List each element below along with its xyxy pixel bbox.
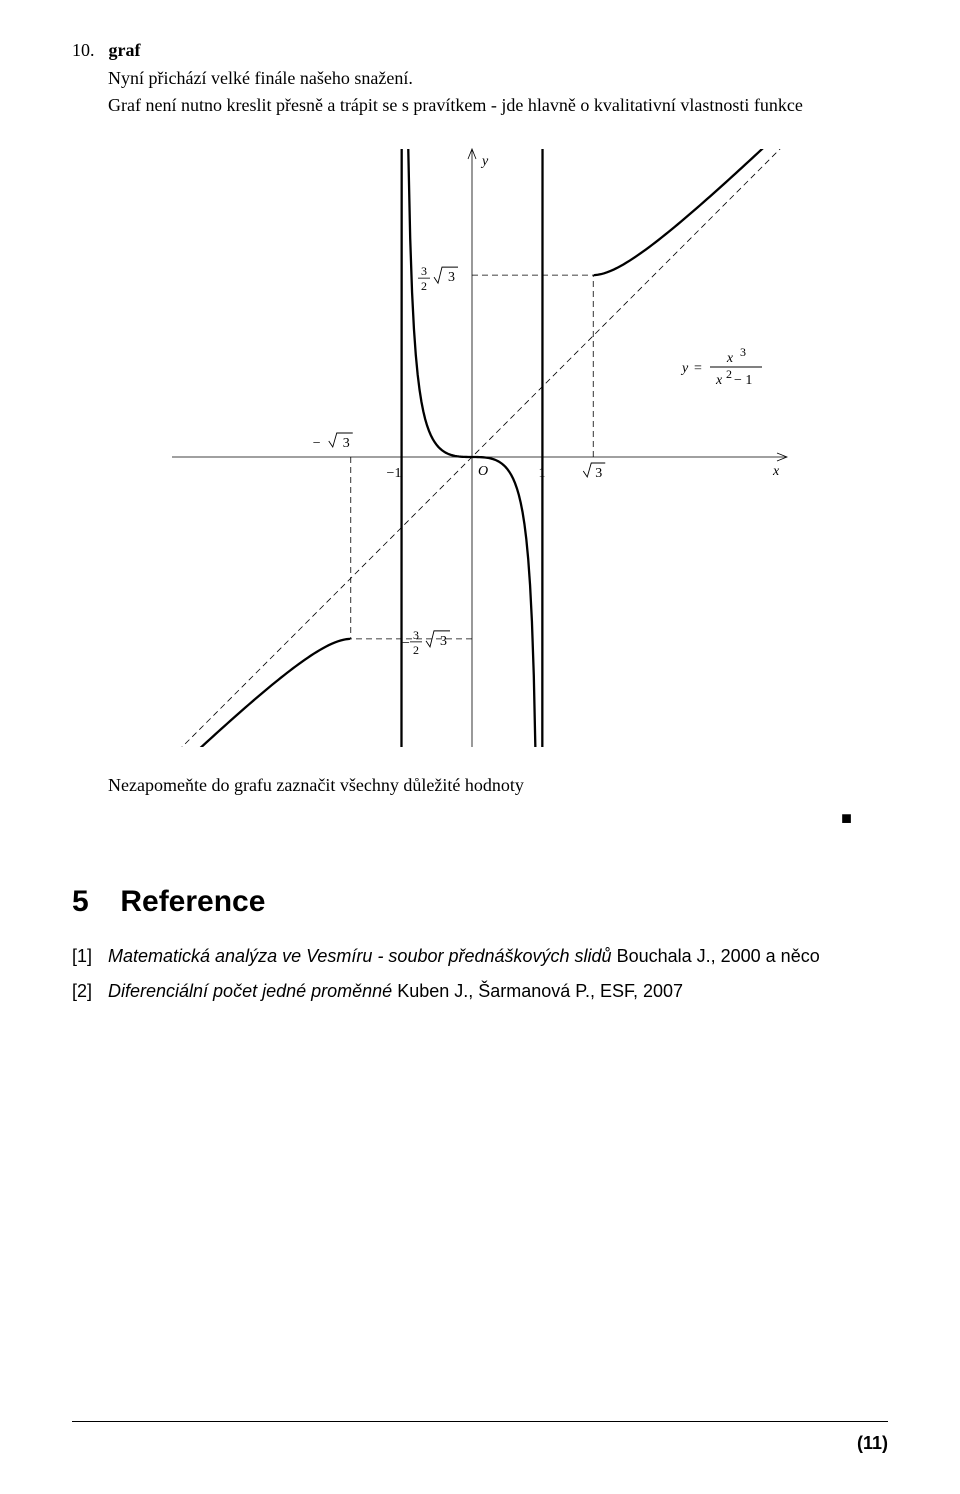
svg-text:−: −	[313, 436, 321, 451]
svg-text:x: x	[715, 373, 723, 388]
proof-end-square: ■	[72, 808, 852, 829]
svg-text:O: O	[478, 464, 488, 479]
svg-text:3: 3	[421, 264, 427, 278]
references-list: [1]Matematická analýza ve Vesmíru - soub…	[72, 943, 888, 1005]
reference-title: Diferenciální počet jedné proměnné	[108, 981, 392, 1001]
svg-text:2: 2	[421, 279, 427, 293]
svg-text:=: =	[694, 361, 702, 376]
reference-item: [2]Diferenciální počet jedné proměnné Ku…	[108, 978, 888, 1005]
reference-item: [1]Matematická analýza ve Vesmíru - soub…	[108, 943, 888, 970]
svg-text:3: 3	[740, 345, 746, 359]
post-chart-text: Nezapomeňte do grafu zaznačit všechny dů…	[108, 775, 888, 796]
svg-text:−: −	[402, 636, 410, 651]
item-line1: Nyní přichází velké finále našeho snažen…	[108, 65, 888, 92]
reference-rest: Kuben J., Šarmanová P., ESF, 2007	[392, 981, 683, 1001]
svg-text:3: 3	[343, 436, 350, 451]
svg-text:2: 2	[726, 367, 732, 381]
footer-rule	[72, 1421, 888, 1422]
svg-text:2: 2	[413, 643, 419, 657]
item-number-line: 10. graf	[72, 40, 888, 61]
item-line2: Graf není nutno kreslit přesně a trápit …	[108, 92, 888, 119]
reference-bracket: [1]	[72, 943, 108, 970]
item-title: graf	[109, 40, 141, 60]
svg-text:x: x	[772, 464, 780, 479]
section-title: Reference	[120, 885, 265, 918]
chart-container: yxO−113−3323−323y=x3x2− 1	[72, 147, 888, 747]
svg-text:3: 3	[448, 270, 455, 285]
reference-rest: Bouchala J., 2000 a něco	[612, 946, 820, 966]
svg-text:x: x	[726, 351, 734, 366]
svg-text:3: 3	[595, 466, 602, 481]
section-number: 5	[72, 885, 112, 919]
section-heading: 5 Reference	[72, 885, 888, 919]
svg-text:3: 3	[440, 634, 447, 649]
svg-text:−1: −1	[387, 466, 402, 481]
item-body: Nyní přichází velké finále našeho snažen…	[108, 65, 888, 119]
svg-text:3: 3	[413, 628, 419, 642]
svg-text:− 1: − 1	[734, 373, 752, 388]
reference-bracket: [2]	[72, 978, 108, 1005]
function-graph: yxO−113−3323−323y=x3x2− 1	[172, 147, 788, 747]
reference-title: Matematická analýza ve Vesmíru - soubor …	[108, 946, 612, 966]
item-number: 10.	[72, 40, 95, 60]
svg-text:y: y	[680, 361, 689, 376]
svg-text:1: 1	[539, 466, 546, 481]
page-number: (11)	[857, 1433, 888, 1454]
svg-text:y: y	[480, 154, 489, 169]
